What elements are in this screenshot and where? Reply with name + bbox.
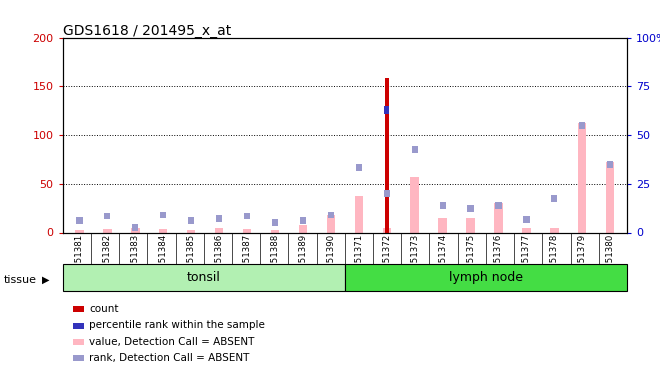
Bar bbox=[328, 211, 334, 218]
Bar bbox=[384, 106, 389, 114]
Text: value, Detection Call = ABSENT: value, Detection Call = ABSENT bbox=[89, 337, 255, 346]
Bar bbox=[159, 229, 168, 232]
Bar bbox=[299, 225, 307, 232]
Bar bbox=[131, 228, 139, 232]
Bar bbox=[412, 146, 418, 153]
Bar bbox=[354, 196, 363, 232]
Text: tonsil: tonsil bbox=[187, 271, 220, 284]
Text: rank, Detection Call = ABSENT: rank, Detection Call = ABSENT bbox=[89, 353, 249, 363]
Bar bbox=[606, 162, 614, 232]
Bar bbox=[187, 230, 195, 232]
Bar bbox=[327, 215, 335, 232]
Bar bbox=[551, 195, 558, 202]
Bar bbox=[467, 205, 474, 212]
Bar bbox=[215, 228, 223, 232]
Bar bbox=[496, 202, 502, 208]
Text: tissue: tissue bbox=[3, 275, 36, 285]
Bar bbox=[75, 230, 84, 232]
Text: percentile rank within the sample: percentile rank within the sample bbox=[89, 321, 265, 330]
Bar bbox=[77, 217, 82, 224]
Bar bbox=[272, 219, 278, 226]
Bar bbox=[385, 78, 389, 232]
Text: ▶: ▶ bbox=[42, 275, 49, 285]
Bar bbox=[216, 215, 222, 222]
Text: count: count bbox=[89, 304, 119, 314]
Text: GDS1618 / 201495_x_at: GDS1618 / 201495_x_at bbox=[63, 24, 231, 38]
Bar bbox=[578, 123, 587, 232]
Bar bbox=[550, 228, 558, 232]
Bar bbox=[345, 264, 627, 291]
Bar bbox=[383, 190, 390, 197]
Bar bbox=[356, 164, 362, 171]
Bar bbox=[300, 217, 306, 224]
Bar bbox=[244, 213, 250, 219]
Bar bbox=[271, 230, 279, 232]
Bar bbox=[132, 224, 139, 231]
Bar bbox=[411, 177, 419, 232]
Bar bbox=[607, 161, 613, 168]
Bar bbox=[467, 218, 475, 232]
Bar bbox=[243, 229, 251, 232]
Bar bbox=[160, 211, 166, 218]
Bar bbox=[579, 122, 585, 129]
Text: lymph node: lymph node bbox=[449, 271, 523, 284]
Bar bbox=[188, 217, 194, 224]
Bar bbox=[440, 202, 446, 208]
Bar bbox=[523, 216, 529, 223]
Bar bbox=[104, 213, 110, 219]
Bar bbox=[383, 228, 391, 232]
Bar bbox=[494, 203, 503, 232]
Bar bbox=[438, 218, 447, 232]
Bar bbox=[103, 229, 112, 232]
Bar bbox=[522, 228, 531, 232]
Bar bbox=[63, 264, 345, 291]
